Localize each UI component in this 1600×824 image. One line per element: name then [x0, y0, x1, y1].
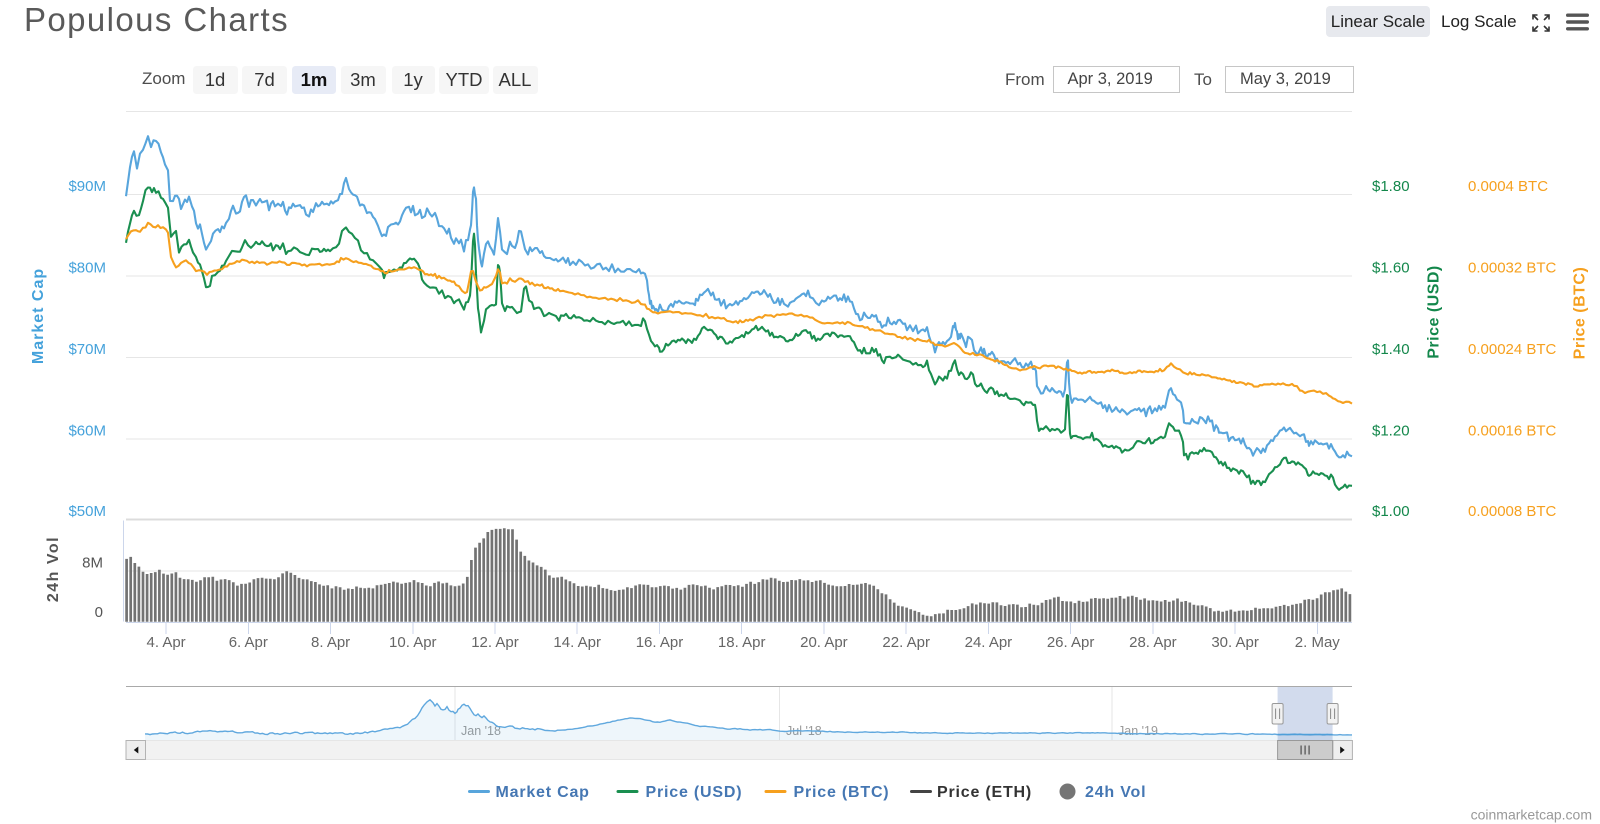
- svg-text:14. Apr: 14. Apr: [553, 634, 601, 651]
- svg-text:30. Apr: 30. Apr: [1211, 634, 1259, 651]
- svg-text:26. Apr: 26. Apr: [1047, 634, 1095, 651]
- svg-text:6. Apr: 6. Apr: [229, 634, 268, 651]
- svg-text:18. Apr: 18. Apr: [718, 634, 766, 651]
- svg-text:$70M: $70M: [68, 341, 106, 358]
- svg-text:Price (USD): Price (USD): [646, 784, 743, 801]
- svg-text:22. Apr: 22. Apr: [882, 634, 930, 651]
- svg-text:$50M: $50M: [68, 503, 106, 520]
- svg-text:12. Apr: 12. Apr: [471, 634, 519, 651]
- svg-text:8M: 8M: [82, 555, 103, 572]
- svg-text:coinmarketcap.com: coinmarketcap.com: [1471, 807, 1592, 823]
- svg-text:$1.40: $1.40: [1372, 341, 1410, 358]
- svg-text:10. Apr: 10. Apr: [389, 634, 437, 651]
- svg-text:2. May: 2. May: [1295, 634, 1341, 651]
- svg-text:8. Apr: 8. Apr: [311, 634, 350, 651]
- svg-text:Market Cap: Market Cap: [30, 268, 47, 364]
- svg-text:Market Cap: Market Cap: [496, 784, 590, 801]
- svg-text:20. Apr: 20. Apr: [800, 634, 848, 651]
- svg-text:0.00032 BTC: 0.00032 BTC: [1468, 260, 1557, 277]
- svg-text:0: 0: [95, 604, 103, 621]
- svg-text:$1.60: $1.60: [1372, 260, 1410, 277]
- svg-text:$90M: $90M: [68, 178, 106, 195]
- svg-text:16. Apr: 16. Apr: [636, 634, 684, 651]
- svg-text:4. Apr: 4. Apr: [146, 634, 185, 651]
- svg-text:0.00008 BTC: 0.00008 BTC: [1468, 503, 1557, 520]
- svg-text:Price (ETH): Price (ETH): [937, 784, 1032, 801]
- svg-text:Jan '18: Jan '18: [461, 724, 501, 738]
- svg-text:$1.00: $1.00: [1372, 503, 1410, 520]
- svg-text:0.00024 BTC: 0.00024 BTC: [1468, 341, 1557, 358]
- svg-text:$1.80: $1.80: [1372, 178, 1410, 195]
- svg-text:24h Vol: 24h Vol: [45, 536, 62, 602]
- svg-text:$60M: $60M: [68, 423, 106, 440]
- svg-text:Price (BTC): Price (BTC): [794, 784, 890, 801]
- svg-text:0.0004 BTC: 0.0004 BTC: [1468, 178, 1548, 195]
- svg-text:0.00016 BTC: 0.00016 BTC: [1468, 423, 1557, 440]
- svg-text:24h Vol: 24h Vol: [1085, 784, 1146, 801]
- svg-text:Price (USD): Price (USD): [1426, 265, 1443, 359]
- svg-text:Price (BTC): Price (BTC): [1572, 267, 1589, 360]
- svg-text:$80M: $80M: [68, 260, 106, 277]
- svg-text:24. Apr: 24. Apr: [965, 634, 1013, 651]
- svg-text:28. Apr: 28. Apr: [1129, 634, 1177, 651]
- svg-text:$1.20: $1.20: [1372, 423, 1410, 440]
